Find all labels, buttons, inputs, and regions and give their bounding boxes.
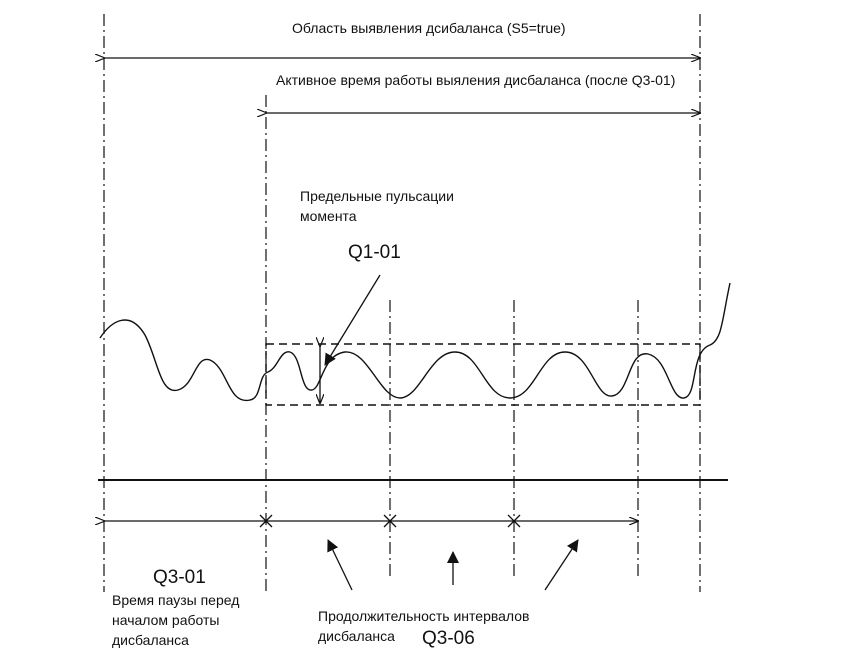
torque-curve (99, 282, 731, 401)
pulsation-limit-label: Предельные пульсации момента (300, 188, 454, 224)
q3-01-label: Q3-01 (153, 567, 206, 588)
pause-time-label: Время паузы перед началом работы дисбала… (112, 592, 240, 648)
pointer-arrows (324, 274, 579, 591)
interval-duration-label: Продолжительность интервалов дисбаланса (318, 608, 530, 644)
q3-06-label: Q3-06 (422, 628, 475, 649)
boundary-lines (103, 14, 701, 592)
q1-01-label: Q1-01 (348, 242, 401, 263)
dimension-arrows (104, 58, 700, 528)
active-time-label: Активное время работы выяления дисбаланс… (276, 72, 676, 88)
detection-area-label: Область выявления дсибаланса (S5=true) (292, 20, 566, 36)
